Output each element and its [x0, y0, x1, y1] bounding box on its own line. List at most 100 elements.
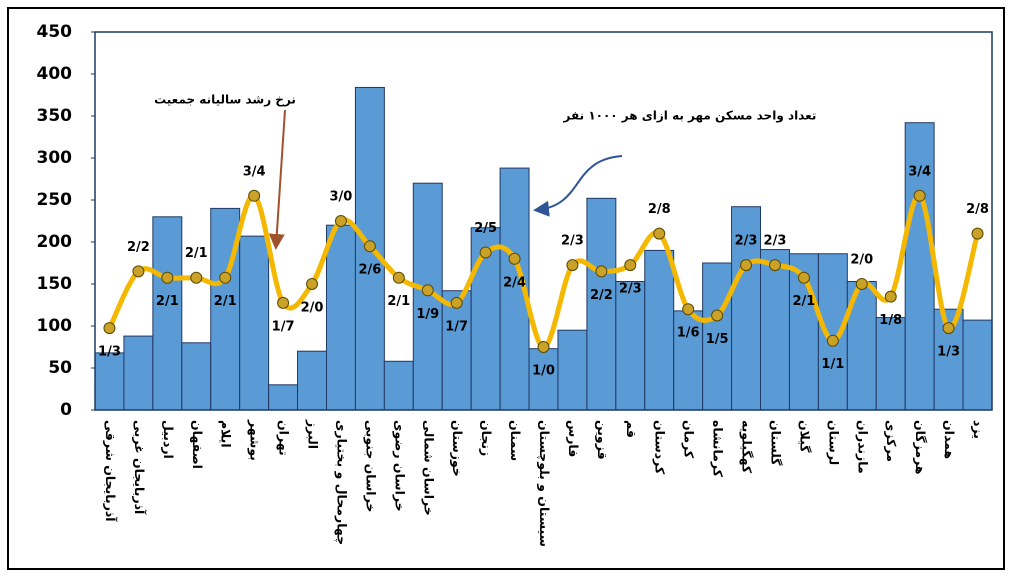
value-label: 3/0: [330, 190, 353, 205]
bar: [441, 290, 472, 411]
x-tick-label: گلستان: [768, 420, 783, 466]
point: [421, 284, 434, 297]
value-label: 1/3: [937, 345, 960, 360]
bar: [586, 197, 617, 411]
bar: [383, 360, 414, 411]
x-tick-label: آذربایجان شرقی: [103, 420, 118, 522]
value-label: 3/4: [908, 164, 931, 179]
x-tick-label: سیستان و بلوچستان: [537, 420, 552, 547]
point: [508, 252, 521, 265]
value-label: 2/8: [966, 202, 989, 217]
value-label: 1/3: [98, 345, 121, 360]
bar: [94, 352, 125, 411]
x-tick-label: همدان: [942, 420, 957, 459]
point: [653, 227, 666, 240]
x-tick-label: بوشهر: [248, 419, 263, 461]
point: [682, 303, 695, 316]
x-tick-label: گیلان: [797, 420, 812, 453]
point: [855, 278, 868, 290]
value-label: 2/4: [503, 275, 526, 290]
x-tick-label: زنجان: [479, 420, 494, 456]
x-tick-label: اردبیل: [161, 420, 176, 459]
value-label: 2/2: [590, 288, 613, 303]
point: [913, 189, 926, 202]
x-tick-label: خراسان جنوبی: [363, 420, 378, 512]
point: [334, 215, 347, 227]
bar: [557, 329, 588, 411]
value-label: 2/3: [764, 234, 787, 249]
bar: [239, 235, 270, 411]
x-tick-label: هرمزگان: [913, 420, 928, 475]
x-tick-label: مازندران: [855, 420, 870, 474]
point: [248, 189, 261, 202]
point: [190, 271, 203, 284]
y-tick-label: 100: [37, 316, 73, 336]
x-tick-label: خراسان رضوی: [392, 420, 407, 512]
point: [306, 278, 319, 290]
x-tick-label: اصفهان: [190, 420, 205, 469]
value-label: 2/3: [619, 282, 642, 297]
y-tick-label: 350: [37, 106, 73, 126]
bar: [181, 342, 212, 411]
value-label: 2/8: [648, 202, 671, 217]
x-tick-label: کرمان: [682, 420, 697, 459]
value-label: 1/9: [416, 307, 439, 322]
x-tick-label: چهارمحال و بختیاری: [334, 420, 349, 545]
bar: [875, 317, 906, 411]
value-label: 1/8: [879, 313, 902, 328]
x-tick-label: سمنان: [508, 420, 523, 461]
point: [797, 271, 810, 284]
value-label: 2/5: [474, 221, 497, 236]
x-tick-label: تهران: [277, 420, 292, 456]
x-tick-label: قزوین: [595, 420, 610, 460]
x-tick-label: خراسان شمالی: [421, 420, 436, 516]
value-label: 2/0: [850, 253, 873, 268]
x-tick-label: کردستان: [653, 420, 668, 475]
value-label: 2/1: [792, 294, 815, 309]
bar: [904, 122, 935, 411]
plot-border: [94, 31, 993, 411]
x-tick-label: آذربایجان غربی: [132, 420, 147, 515]
y-tick-label: 200: [37, 232, 73, 252]
point: [884, 290, 897, 303]
bar: [123, 335, 154, 411]
value-label: 1/5: [706, 332, 729, 347]
point: [595, 265, 608, 278]
value-label: 2/1: [387, 294, 410, 309]
point: [711, 309, 724, 322]
x-tick-label: کرمانشاه: [711, 420, 726, 478]
value-label: 2/2: [127, 240, 150, 255]
arrow: [533, 155, 623, 217]
x-tick-label: لرستان: [826, 420, 841, 465]
point: [768, 259, 781, 272]
x-tick-label: ایلام: [218, 420, 234, 448]
point: [826, 334, 839, 347]
y-tick-label: 150: [37, 274, 73, 294]
y-tick-label: 300: [37, 148, 73, 168]
value-label: 1/0: [532, 364, 555, 379]
arrow: [268, 109, 286, 250]
point: [537, 341, 550, 353]
bar: [528, 348, 559, 411]
point: [132, 265, 145, 278]
y-tick-label: 250: [37, 190, 73, 210]
y-tick-label: 0: [60, 400, 72, 420]
y-tick-label: 450: [37, 22, 73, 42]
x-tick-label: فارس: [566, 420, 581, 457]
y-tick-label: 400: [37, 64, 73, 84]
value-label: 2/1: [214, 294, 237, 309]
value-label: 1/6: [677, 326, 700, 341]
value-label: 2/3: [561, 234, 584, 249]
x-tick-label: مرکزی: [884, 420, 899, 462]
y-tick-label: 50: [48, 358, 72, 378]
x-tick-label: البرز: [306, 419, 321, 449]
value-label: 2/0: [301, 301, 324, 316]
annotation: تعداد واحد مسکن مهر به ازای هر ۱۰۰۰ نفر: [563, 109, 817, 124]
bar: [152, 216, 183, 411]
point: [363, 240, 376, 253]
frame: [7, 7, 1005, 570]
value-label: 3/4: [243, 164, 266, 179]
point: [103, 322, 116, 335]
point: [161, 271, 174, 284]
